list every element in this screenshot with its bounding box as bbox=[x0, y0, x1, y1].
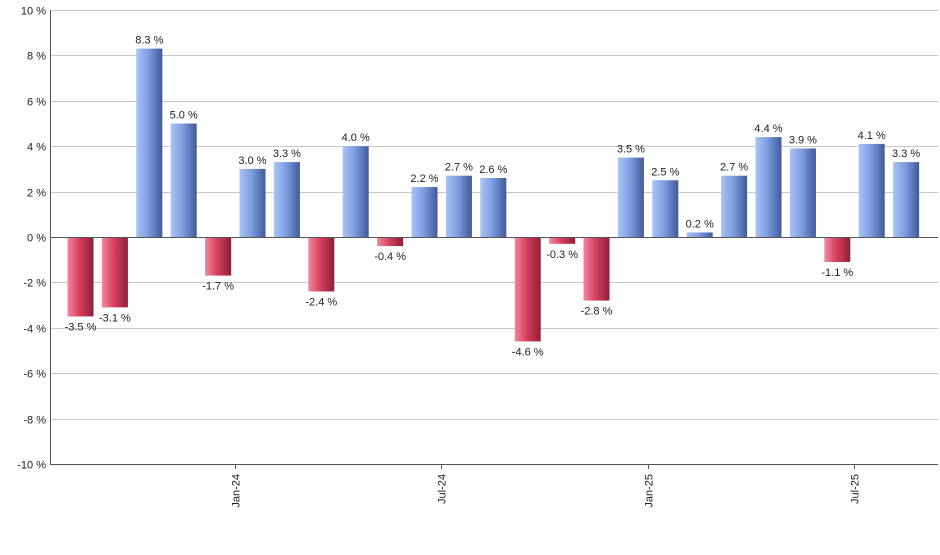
bar bbox=[239, 168, 266, 237]
data-label: 2.7 % bbox=[445, 162, 473, 174]
data-label: 3.3 % bbox=[273, 148, 301, 160]
data-label: -2.4 % bbox=[305, 296, 337, 308]
bar bbox=[67, 237, 94, 317]
y-tick-label: 2 % bbox=[27, 188, 46, 200]
data-label: -1.1 % bbox=[821, 267, 853, 279]
bars bbox=[67, 48, 920, 342]
bar bbox=[377, 237, 404, 247]
bar bbox=[686, 232, 713, 237]
bar bbox=[789, 148, 816, 237]
x-tick-label: Jan-25 bbox=[644, 474, 656, 508]
data-label: 0.2 % bbox=[686, 218, 714, 230]
bar bbox=[549, 237, 576, 244]
data-label: 3.5 % bbox=[617, 144, 645, 156]
bar bbox=[308, 237, 335, 292]
data-label: 3.9 % bbox=[789, 134, 817, 146]
y-tick-label: 0 % bbox=[27, 233, 46, 245]
bar bbox=[824, 237, 851, 262]
data-labels: -3.5 %-3.1 % 8.3 % 5.0 % -1.7 % 3.0 % 3.3 % -2… bbox=[65, 35, 921, 359]
bar bbox=[411, 187, 438, 237]
bar bbox=[617, 157, 644, 237]
data-label: -2.8 % bbox=[581, 306, 613, 318]
bar bbox=[101, 237, 128, 308]
x-axis-tick-labels: Jan-24 Jul-24 Jan-25 Jul-25 bbox=[231, 464, 862, 508]
bar bbox=[755, 137, 782, 237]
bar bbox=[480, 177, 507, 237]
bar bbox=[893, 162, 920, 237]
y-tick-label: 8 % bbox=[27, 51, 46, 63]
y-tick-label: -8 % bbox=[23, 415, 46, 427]
axes bbox=[50, 10, 938, 465]
y-axis-tick-labels: -10 % -8 % -6 % -4 % -2 % 0 % 2 % 4 % 6 % 8 % 10 % bbox=[17, 6, 46, 472]
y-tick-label: -10 % bbox=[17, 460, 46, 472]
data-label: 8.3 % bbox=[135, 35, 163, 47]
data-label: 3.3 % bbox=[892, 148, 920, 160]
bar bbox=[342, 146, 369, 237]
y-tick-label: -2 % bbox=[23, 278, 46, 290]
data-label: -0.3 % bbox=[546, 249, 578, 261]
data-label: 5.0 % bbox=[170, 110, 198, 122]
data-label: 4.0 % bbox=[342, 132, 370, 144]
y-tick-label: 4 % bbox=[27, 142, 46, 154]
x-tick-label: Jul-24 bbox=[437, 474, 449, 504]
bar bbox=[136, 48, 163, 238]
x-tick-label: Jan-24 bbox=[231, 474, 243, 508]
bar bbox=[514, 237, 541, 342]
x-tick-label: Jul-25 bbox=[850, 474, 862, 504]
data-label: -3.1 % bbox=[99, 312, 131, 324]
data-label: 4.4 % bbox=[754, 123, 782, 135]
bar bbox=[721, 175, 748, 237]
bar bbox=[858, 143, 885, 237]
data-label: -3.5 % bbox=[65, 321, 97, 333]
data-label: -1.7 % bbox=[202, 281, 234, 293]
data-label: -4.6 % bbox=[512, 346, 544, 358]
y-tick-label: 6 % bbox=[27, 97, 46, 109]
y-tick-label: -6 % bbox=[23, 369, 46, 381]
bar bbox=[445, 175, 472, 237]
data-label: -0.4 % bbox=[374, 251, 406, 263]
data-label: 2.6 % bbox=[479, 164, 507, 176]
data-label: 2.5 % bbox=[651, 166, 679, 178]
y-tick-label: 10 % bbox=[21, 6, 46, 18]
bar bbox=[583, 237, 610, 301]
bar bbox=[273, 162, 300, 237]
data-label: 2.2 % bbox=[410, 173, 438, 185]
data-label: 4.1 % bbox=[858, 130, 886, 142]
data-label: 3.0 % bbox=[238, 155, 266, 167]
bar bbox=[205, 237, 232, 276]
y-tick-label: -4 % bbox=[23, 324, 46, 336]
bar bbox=[170, 123, 197, 237]
bar bbox=[652, 180, 679, 237]
data-label: 2.7 % bbox=[720, 162, 748, 174]
